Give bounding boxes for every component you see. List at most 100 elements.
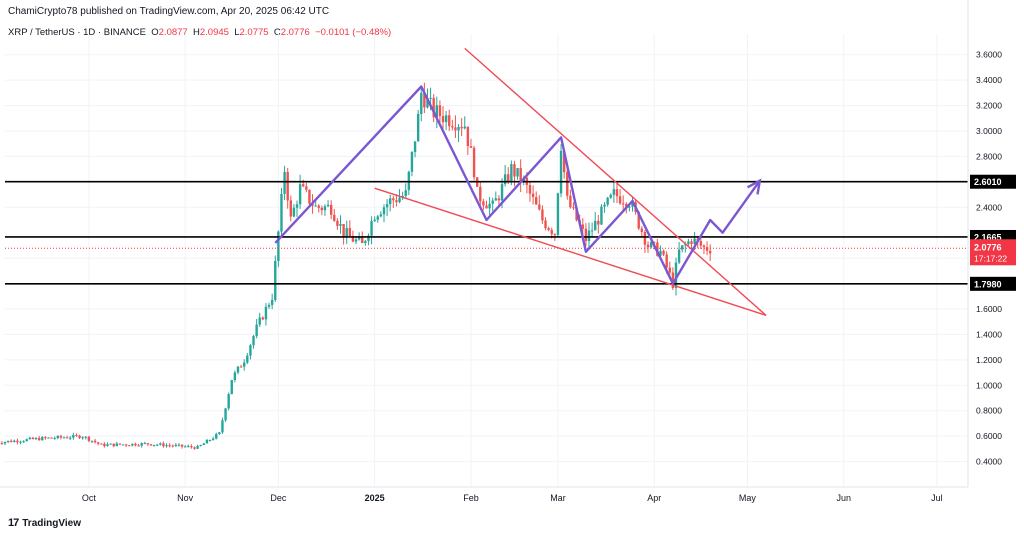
candle-body <box>96 442 100 444</box>
candle-body <box>31 437 35 440</box>
tradingview-logo[interactable]: 17 TradingView <box>8 517 81 529</box>
candle-body <box>156 444 159 446</box>
price-axis: 3.60003.40003.20003.00002.80002.40002.00… <box>967 0 1016 487</box>
candle-body <box>44 437 47 439</box>
candle-body <box>19 441 22 443</box>
candle-body <box>646 244 650 248</box>
candle-body <box>423 92 426 108</box>
candle-body <box>597 220 600 225</box>
candle-body <box>482 201 485 206</box>
price-tick-label: 1.0000 <box>976 380 1002 390</box>
candle-body <box>550 229 553 235</box>
candle-body <box>211 438 215 440</box>
candle-body <box>205 439 209 444</box>
candle-body <box>357 237 361 240</box>
candle-body <box>233 372 237 381</box>
candle-body <box>606 197 609 205</box>
zigzag-path <box>274 85 762 285</box>
tradingview-logo-text: TradingView <box>22 517 81 529</box>
candle-body <box>640 228 644 233</box>
candle-body <box>569 195 572 208</box>
candle-body <box>702 245 706 248</box>
candle-body <box>432 97 435 118</box>
candle-body <box>13 440 16 443</box>
candle-body <box>541 209 544 221</box>
candle-body <box>665 254 668 268</box>
time-tick-label: Apr <box>647 493 661 503</box>
candle-body <box>62 437 66 439</box>
candle-body <box>134 443 137 446</box>
candle-body <box>472 147 476 178</box>
candle-body <box>547 228 550 230</box>
candle-body <box>385 204 389 208</box>
time-tick-label: 2025 <box>365 493 385 503</box>
candle-body <box>345 228 348 238</box>
ohlc-legend: XRP / TetherUS · 1D · BINANCE O2.0877 H2… <box>8 27 391 38</box>
candle-body <box>677 249 681 263</box>
candle-body <box>115 443 119 447</box>
candle-body <box>162 443 165 447</box>
candle-body <box>329 204 333 215</box>
candle-body <box>246 355 249 363</box>
candle-body <box>41 437 44 441</box>
price-tick-label: 3.0000 <box>976 126 1002 136</box>
candle-body <box>65 437 69 439</box>
upper-trendline <box>464 47 767 316</box>
candle-body <box>708 250 712 254</box>
candle-body <box>354 239 358 242</box>
candle-body <box>87 436 91 441</box>
candle-body <box>693 238 696 244</box>
candle-body <box>566 172 569 196</box>
candle-body <box>242 362 246 367</box>
candle-body <box>559 151 563 194</box>
candle-body <box>649 242 653 248</box>
candle-body <box>516 168 519 177</box>
candle-body <box>451 126 454 128</box>
candle-body <box>336 220 339 226</box>
candle-body <box>270 299 274 305</box>
candle-body <box>84 436 87 438</box>
candle-body <box>615 189 619 197</box>
candle-body <box>93 440 97 443</box>
candle-body <box>255 324 258 337</box>
candle-body <box>420 92 423 114</box>
candle-body <box>25 439 28 442</box>
candle-body <box>333 214 336 221</box>
candle-body <box>131 443 134 446</box>
candle-body <box>308 189 311 204</box>
price-tick-label: 3.6000 <box>976 50 1002 60</box>
candle-body <box>603 204 606 207</box>
candle-body <box>398 197 401 203</box>
price-tick-label: 2.4000 <box>976 202 1002 212</box>
candle-body <box>286 171 289 201</box>
candle-body <box>215 434 218 439</box>
price-tick-label: 0.6000 <box>976 431 1002 441</box>
time-tick-label: Feb <box>463 493 479 503</box>
candle-body <box>323 206 327 211</box>
candle-body <box>0 443 4 445</box>
chart-grid <box>5 34 968 487</box>
candle-body <box>28 437 32 440</box>
candle-body <box>370 221 373 236</box>
candle-body <box>326 204 330 207</box>
price-level-tag <box>970 174 1016 189</box>
candle-body <box>389 198 392 205</box>
symbol-label[interactable]: XRP / TetherUS · 1D · BINANCE <box>8 27 146 38</box>
candle-body <box>69 437 72 439</box>
price-tick-label: 3.4000 <box>976 75 1002 85</box>
candle-body <box>137 445 140 447</box>
candle-body <box>277 231 280 261</box>
candle-body <box>507 174 510 181</box>
candle-body <box>183 446 187 448</box>
candle-body <box>690 241 693 244</box>
price-level-tag <box>970 276 1016 291</box>
candle-body <box>668 267 671 273</box>
candle-body <box>193 447 196 449</box>
candle-body <box>584 228 588 242</box>
candle-body <box>625 204 628 208</box>
candle-body <box>180 444 184 447</box>
open-value: 2.0877 <box>158 27 188 38</box>
candle-body <box>224 408 227 421</box>
candle-body <box>261 317 265 320</box>
